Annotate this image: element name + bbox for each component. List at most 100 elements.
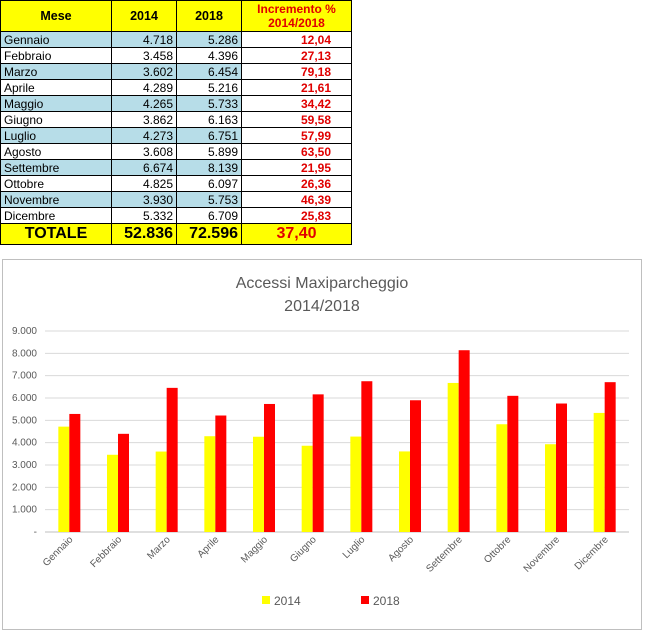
bar-chart: Accessi Maxiparcheggio 2014/2018 - 1.000 2.0… bbox=[12, 275, 629, 608]
value-2018-cell: 5.733 bbox=[176, 95, 242, 112]
value-2014-cell: 5.332 bbox=[111, 207, 177, 224]
x-tick-label: Maggio bbox=[239, 534, 270, 565]
bar-2018 bbox=[410, 400, 421, 532]
table-row: Ottobre 4.825 6.097 26,36 bbox=[0, 175, 352, 192]
bar-2014 bbox=[301, 445, 313, 532]
total-label: TOTALE bbox=[0, 223, 112, 245]
month-cell: Marzo bbox=[0, 63, 112, 80]
legend-swatch-2018 bbox=[361, 596, 369, 604]
table-row: Settembre 6.674 8.139 21,95 bbox=[0, 159, 352, 176]
month-cell: Novembre bbox=[0, 191, 112, 208]
increment-cell: 57,99 bbox=[241, 127, 352, 144]
value-2014-cell: 3.458 bbox=[111, 47, 177, 64]
increment-cell: 34,42 bbox=[241, 95, 352, 112]
x-tick-label: Luglio bbox=[341, 534, 368, 561]
y-tick-label: 2.000 bbox=[12, 482, 37, 493]
header-2014: 2014 bbox=[111, 0, 177, 32]
value-2018-cell: 8.139 bbox=[176, 159, 242, 176]
header-month: Mese bbox=[0, 0, 112, 32]
y-tick-label: - bbox=[34, 527, 37, 538]
value-2014-cell: 3.862 bbox=[111, 111, 177, 128]
x-tick-label: Marzo bbox=[145, 534, 173, 562]
bar-2018 bbox=[604, 382, 616, 532]
bar-2018 bbox=[166, 387, 178, 532]
total-increment: 37,40 bbox=[241, 223, 352, 245]
data-table-container: Mese 2014 2018 Incremento % 2014/2018 Ge… bbox=[0, 0, 352, 245]
chart-area: Accessi Maxiparcheggio 2014/2018 - 1.000 2.0… bbox=[2, 259, 642, 630]
value-2014-cell: 4.273 bbox=[111, 127, 177, 144]
bar-2018 bbox=[507, 395, 519, 532]
table-row: Giugno 3.862 6.163 59,58 bbox=[0, 111, 352, 128]
y-tick-label: 9.000 bbox=[12, 326, 37, 337]
value-2014-cell: 6.674 bbox=[111, 159, 177, 176]
value-2018-cell: 6.163 bbox=[176, 111, 242, 128]
month-cell: Aprile bbox=[0, 79, 112, 96]
value-2018-cell: 6.709 bbox=[176, 207, 242, 224]
legend-swatch-2014 bbox=[262, 596, 270, 604]
y-tick-label: 1.000 bbox=[12, 505, 37, 516]
x-tick-label: Giugno bbox=[288, 534, 319, 565]
month-cell: Agosto bbox=[0, 143, 112, 160]
value-2018-cell: 5.899 bbox=[176, 143, 242, 160]
value-2014-cell: 4.825 bbox=[111, 175, 177, 192]
y-tick-label: 7.000 bbox=[12, 371, 37, 382]
chart-title: Accessi Maxiparcheggio bbox=[236, 275, 409, 292]
value-2018-cell: 5.753 bbox=[176, 191, 242, 208]
x-tick-label: Febbraio bbox=[88, 534, 124, 570]
bar-2014 bbox=[155, 451, 167, 532]
increment-cell: 27,13 bbox=[241, 47, 352, 64]
increment-cell: 21,95 bbox=[241, 159, 352, 176]
legend-label: 2014 bbox=[274, 594, 301, 608]
bar-2018 bbox=[458, 350, 470, 532]
table-row: Marzo 3.602 6.454 79,18 bbox=[0, 63, 352, 80]
table-row: Febbraio 3.458 4.396 27,13 bbox=[0, 47, 352, 64]
value-2014-cell: 3.602 bbox=[111, 63, 177, 80]
value-2014-cell: 4.718 bbox=[111, 31, 177, 48]
increment-cell: 25,83 bbox=[241, 207, 352, 224]
x-tick-label: Agosto bbox=[386, 534, 416, 564]
month-cell: Luglio bbox=[0, 127, 112, 144]
bar-2014 bbox=[253, 436, 264, 532]
header-increment-line1: Incremento % bbox=[257, 2, 336, 16]
x-tick-label: Novembre bbox=[522, 534, 563, 575]
total-2018: 72.596 bbox=[176, 223, 242, 245]
month-cell: Settembre bbox=[0, 159, 112, 176]
y-tick-label: 3.000 bbox=[12, 460, 37, 471]
table-row: Agosto 3.608 5.899 63,50 bbox=[0, 143, 352, 160]
y-tick-label: 6.000 bbox=[12, 393, 37, 404]
bar-2014 bbox=[204, 436, 216, 532]
bar-2018 bbox=[361, 381, 373, 532]
value-2018-cell: 6.454 bbox=[176, 63, 242, 80]
header-2018: 2018 bbox=[176, 0, 242, 32]
value-2014-cell: 3.930 bbox=[111, 191, 177, 208]
bar-2018 bbox=[264, 403, 275, 532]
month-cell: Maggio bbox=[0, 95, 112, 112]
month-cell: Ottobre bbox=[0, 175, 112, 192]
month-cell: Dicembre bbox=[0, 207, 112, 224]
value-2014-cell: 3.608 bbox=[111, 143, 177, 160]
bar-2014 bbox=[496, 424, 508, 532]
increment-cell: 12,04 bbox=[241, 31, 352, 48]
value-2014-cell: 4.265 bbox=[111, 95, 177, 112]
value-2018-cell: 6.097 bbox=[176, 175, 242, 192]
bar-2018 bbox=[118, 433, 129, 532]
x-tick-label: Aprile bbox=[196, 534, 222, 560]
bar-2014 bbox=[58, 426, 70, 532]
table-row: Aprile 4.289 5.216 21,61 bbox=[0, 79, 352, 96]
month-cell: Gennaio bbox=[0, 31, 112, 48]
legend-label: 2018 bbox=[373, 594, 400, 608]
x-tick-label: Dicembre bbox=[573, 534, 611, 572]
y-tick-label: 5.000 bbox=[12, 415, 37, 426]
chart-subtitle: 2014/2018 bbox=[284, 298, 360, 315]
bar-2014 bbox=[107, 454, 118, 532]
value-2018-cell: 5.286 bbox=[176, 31, 242, 48]
y-tick-label: 4.000 bbox=[12, 438, 37, 449]
bar-2018 bbox=[556, 403, 567, 532]
monthly-access-table: Mese 2014 2018 Incremento % 2014/2018 Ge… bbox=[0, 0, 352, 245]
value-2018-cell: 4.396 bbox=[176, 47, 242, 64]
table-row: Dicembre 5.332 6.709 25,83 bbox=[0, 207, 352, 224]
bar-2014 bbox=[399, 451, 410, 532]
increment-cell: 79,18 bbox=[241, 63, 352, 80]
header-increment-line2: 2014/2018 bbox=[268, 16, 325, 30]
total-row: TOTALE 52.836 72.596 37,40 bbox=[0, 223, 352, 245]
